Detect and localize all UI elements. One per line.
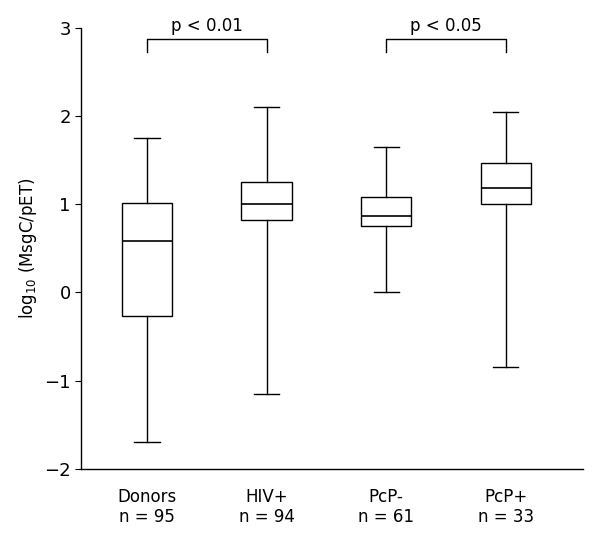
- PathPatch shape: [481, 163, 531, 204]
- Text: p < 0.01: p < 0.01: [171, 17, 243, 35]
- Text: p < 0.05: p < 0.05: [410, 17, 482, 35]
- PathPatch shape: [241, 182, 292, 220]
- Y-axis label: log$_{10}$ (MsgC/pET): log$_{10}$ (MsgC/pET): [17, 178, 38, 319]
- PathPatch shape: [361, 197, 411, 226]
- PathPatch shape: [122, 203, 172, 316]
